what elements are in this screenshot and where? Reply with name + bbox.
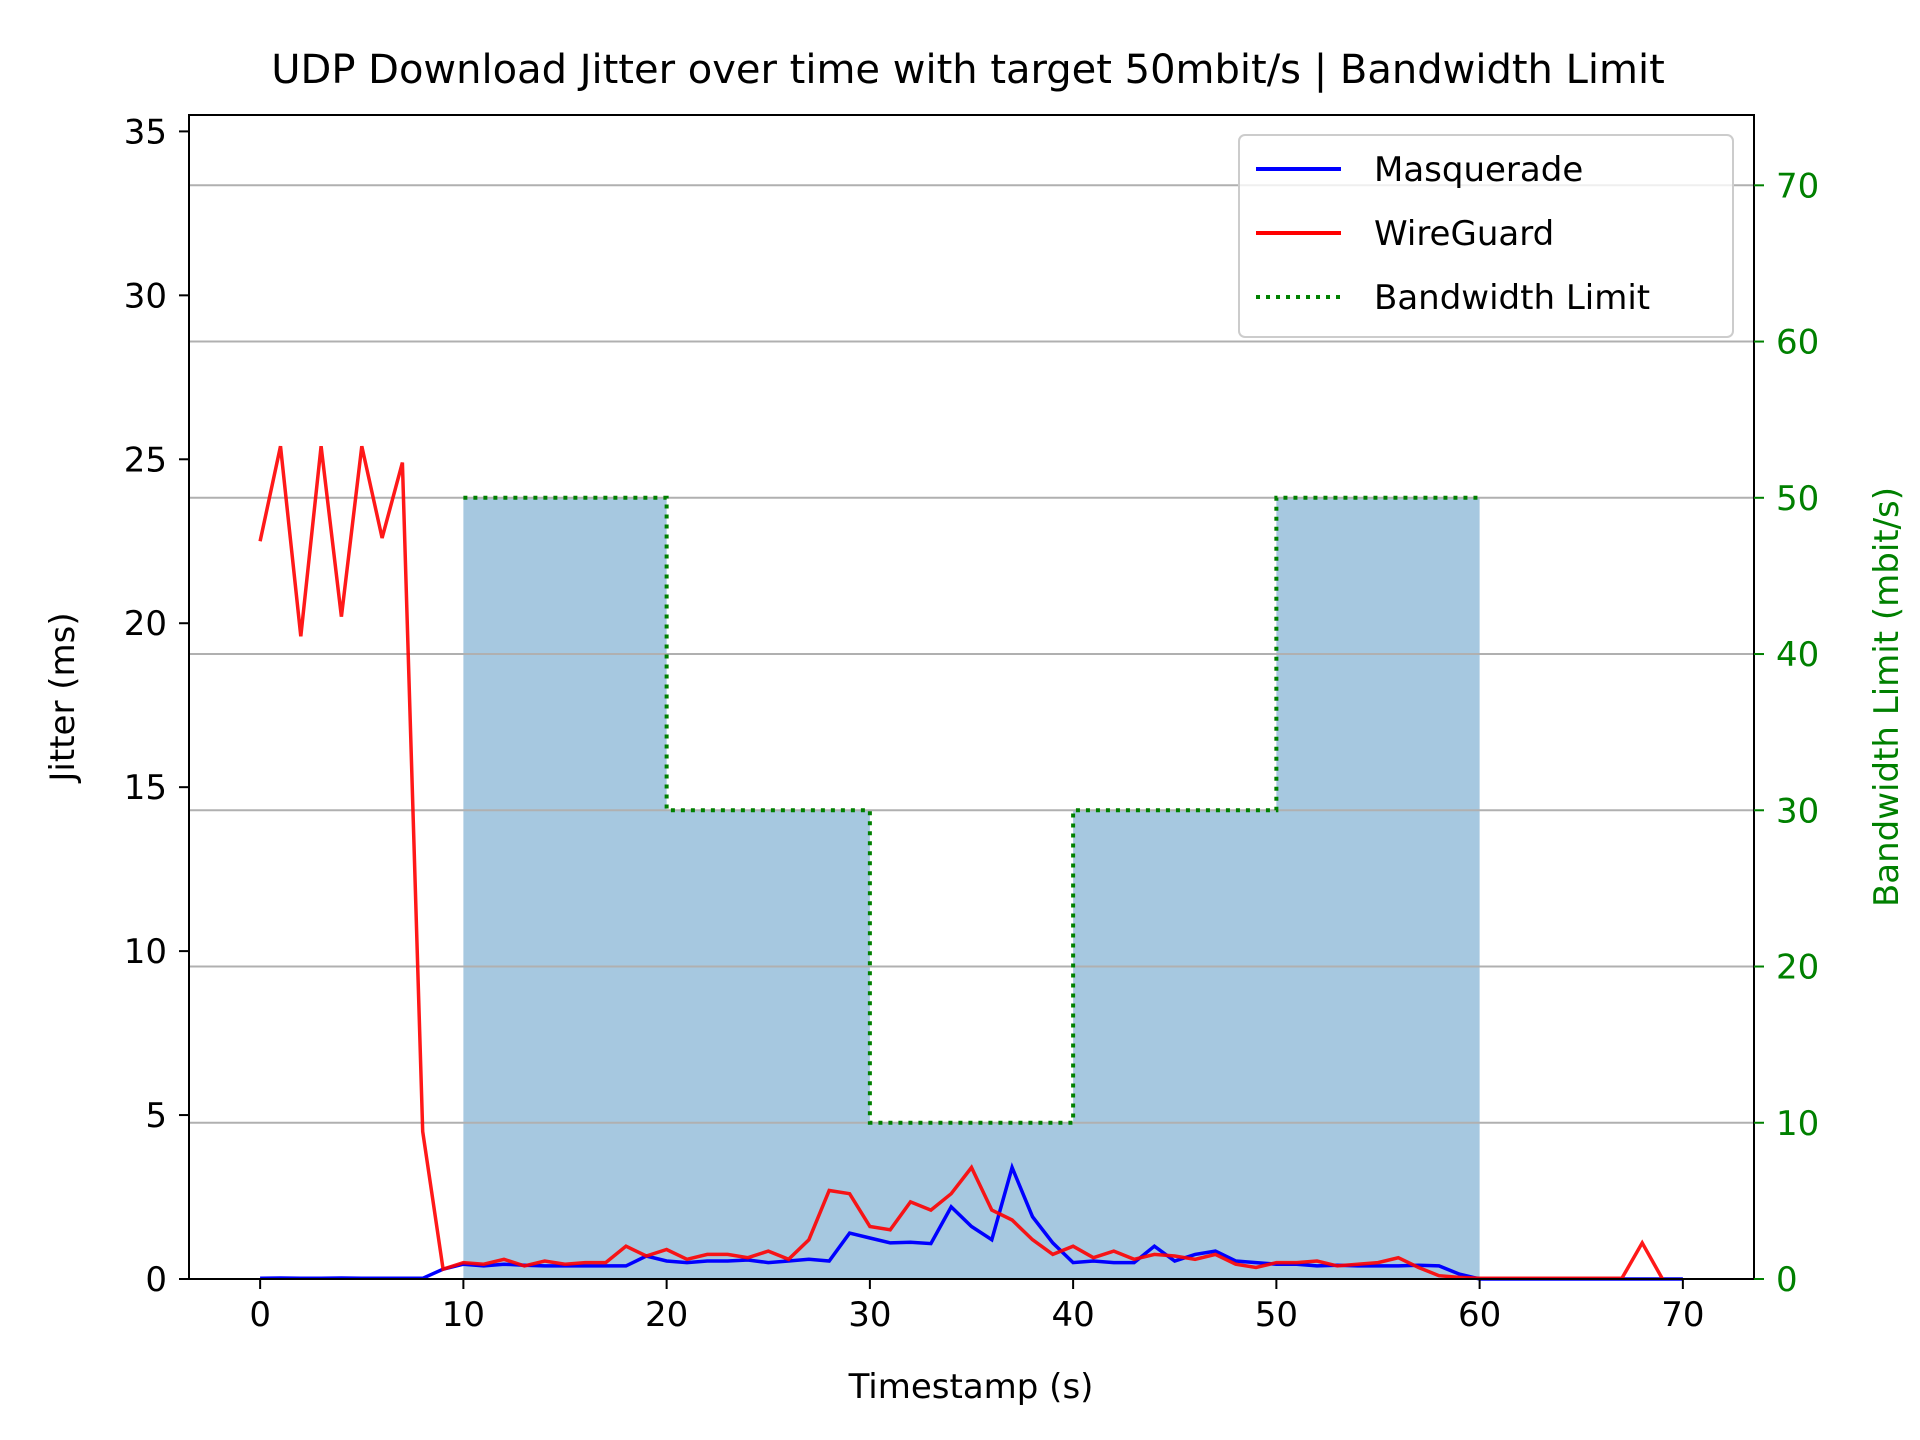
x-axis-label: Timestamp (s): [848, 1367, 1094, 1407]
y-axis-label: Jitter (ms): [43, 612, 83, 783]
bandwidth-limit-line: [463, 495, 1480, 1125]
chart-title: UDP Download Jitter over time with targe…: [271, 47, 1665, 93]
x-tick-label: 20: [645, 1295, 688, 1335]
y-axis-ticks: 0 5 10 15 20 25 30 35: [124, 112, 189, 1300]
y2-tick-label: 60: [1776, 323, 1819, 363]
y2-tick-label: 40: [1776, 635, 1819, 675]
legend-label-bandwidth-limit: Bandwidth Limit: [1374, 278, 1650, 318]
series-lines: [258, 445, 1683, 1281]
legend-label-masquerade: Masquerade: [1374, 150, 1583, 190]
x-tick-label: 60: [1458, 1295, 1501, 1335]
x-tick-label: 40: [1051, 1295, 1094, 1335]
wireguard-line: [258, 445, 1665, 1281]
y2-axis-ticks: 0 10 20 30 40 50 60 70: [1754, 166, 1819, 1300]
y-tick-label: 5: [145, 1096, 167, 1136]
y-tick-label: 25: [124, 440, 167, 480]
y2-tick-label: 0: [1776, 1260, 1798, 1300]
y-tick-label: 20: [124, 604, 167, 644]
legend-box: [1238, 134, 1734, 338]
x-tick-label: 50: [1255, 1295, 1298, 1335]
x-axis-ticks: 0 10 20 30 40 50 60 70: [249, 1279, 1704, 1335]
y-tick-label: 10: [124, 932, 167, 972]
y2-axis-label: Bandwidth Limit (mbit/s): [1867, 487, 1907, 907]
y2-tick-label: 70: [1776, 166, 1819, 206]
y2-tick-label: 20: [1776, 948, 1819, 988]
bandwidth-fill: [463, 497, 1480, 1279]
y-tick-label: 30: [124, 276, 167, 316]
bandwidth-fill-area: [463, 497, 1480, 1279]
legend: Masquerade WireGuard Bandwidth Limit: [1238, 134, 1734, 338]
y-tick-label: 35: [124, 112, 167, 152]
x-tick-label: 30: [848, 1295, 891, 1335]
x-tick-label: 70: [1661, 1295, 1704, 1335]
y2-tick-label: 10: [1776, 1104, 1819, 1144]
masquerade-line: [260, 1162, 1683, 1281]
plot-frame: [188, 114, 1755, 1280]
x-tick-label: 10: [442, 1295, 485, 1335]
y2-tick-label: 30: [1776, 791, 1819, 831]
x-tick-label: 0: [249, 1295, 271, 1335]
y-tick-label: 0: [145, 1260, 167, 1300]
legend-label-wireguard: WireGuard: [1374, 214, 1554, 254]
grid-lines: [189, 184, 1754, 1280]
y-tick-label: 15: [124, 768, 167, 808]
y2-tick-label: 50: [1776, 479, 1819, 519]
